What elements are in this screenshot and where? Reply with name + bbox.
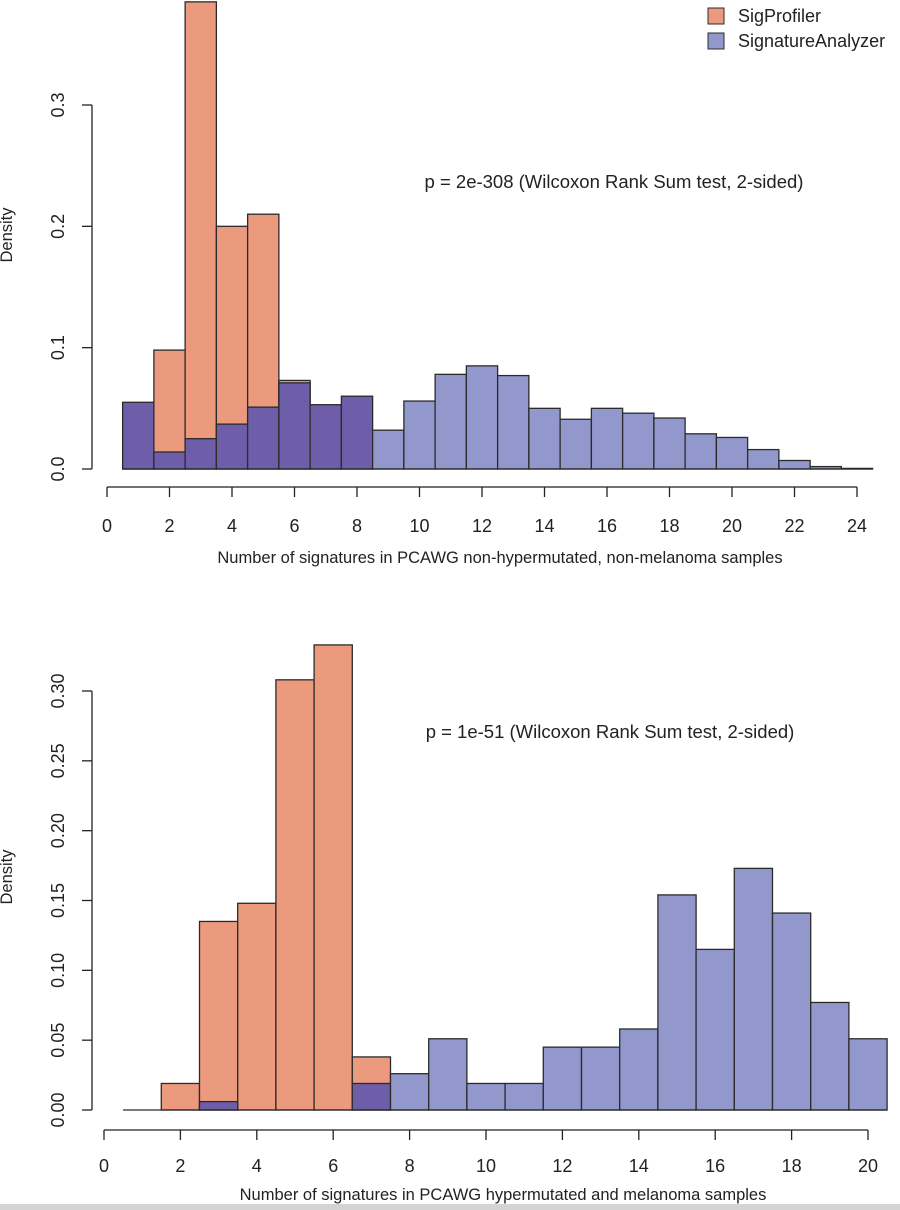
bottom-y-tick-label: 0.10 bbox=[48, 953, 68, 988]
top-y-tick-label: 0.3 bbox=[48, 92, 68, 117]
top-signatureanalyzer-bar-3 bbox=[215, 423, 249, 470]
bottom-signatureanalyzer-bar-13 bbox=[619, 1028, 659, 1111]
top-signatureanalyzer-bar-2 bbox=[184, 438, 218, 470]
bottom-signatureanalyzer-bar-6 bbox=[351, 1082, 392, 1111]
legend-label-signatureanalyzer: SignatureAnalyzer bbox=[738, 31, 885, 51]
top-signatureanalyzer-bar-13 bbox=[528, 407, 561, 470]
bottom-signatureanalyzer-bar-17 bbox=[771, 912, 812, 1111]
bottom-x-tick-label: 16 bbox=[705, 1156, 725, 1176]
top-signatureanalyzer-bar-20 bbox=[746, 448, 780, 470]
bottom-signatureanalyzer-bar-9 bbox=[466, 1082, 506, 1111]
bottom-x-tick-label: 0 bbox=[99, 1156, 109, 1176]
top-y-tick-label: 0.1 bbox=[48, 335, 68, 360]
bottom-x-tick-label: 8 bbox=[405, 1156, 415, 1176]
bottom-y-tick-label: 0.20 bbox=[48, 813, 68, 848]
top-x-tick-label: 22 bbox=[784, 516, 804, 536]
top-x-tick-label: 12 bbox=[472, 516, 492, 536]
bottom-y-tick-label: 0.00 bbox=[48, 1092, 68, 1127]
top-x-tick-label: 20 bbox=[722, 516, 742, 536]
top-signatureanalyzer-bar-9 bbox=[403, 400, 436, 470]
top-signatureanalyzer-bar-11 bbox=[465, 365, 499, 470]
top-x-tick-label: 16 bbox=[597, 516, 617, 536]
bottom-signatureanalyzer-bar-10 bbox=[504, 1082, 544, 1111]
top-x-tick-label: 18 bbox=[659, 516, 679, 536]
top-signatureanalyzer-bar-17 bbox=[653, 417, 686, 470]
top-x-tick-label: 2 bbox=[164, 516, 174, 536]
bottom-x-tick-label: 4 bbox=[252, 1156, 262, 1176]
bottom-signatureanalyzer-bar-14 bbox=[657, 894, 697, 1111]
bottom-y-tick-label: 0.30 bbox=[48, 673, 68, 708]
top-signatureanalyzer-bar-6 bbox=[309, 404, 343, 470]
bottom-y-axis-label: Density bbox=[0, 849, 16, 905]
bottom-signatureanalyzer-bar-15 bbox=[695, 948, 735, 1111]
top-x-tick-label: 4 bbox=[227, 516, 237, 536]
top-sigprofiler-bar-2 bbox=[184, 1, 218, 470]
top-y-tick-label: 0.2 bbox=[48, 214, 68, 239]
top-signatureanalyzer-bar-15 bbox=[590, 407, 624, 470]
bottom-panel: 0 2 4 6 8 10 12 14 16 18 20 Number of signatures in… bbox=[0, 644, 888, 1204]
bottom-sigprofiler-bar-2 bbox=[198, 920, 239, 1111]
bottom-signatureanalyzer-bar-2 bbox=[198, 1100, 239, 1111]
top-x-axis-label: Number of signatures in PCAWG non-hyperm… bbox=[217, 549, 782, 567]
bottom-x-tick-label: 20 bbox=[858, 1156, 878, 1176]
top-signatureanalyzer-bar-1 bbox=[153, 451, 186, 470]
top-x-tick-label: 0 bbox=[102, 516, 112, 536]
bottom-x-tick-label: 2 bbox=[175, 1156, 185, 1176]
bottom-y-tick-label: 0.05 bbox=[48, 1023, 68, 1058]
bottom-x-tick-label: 18 bbox=[782, 1156, 802, 1176]
top-sigprofiler-bar-1 bbox=[153, 349, 186, 470]
top-signatureanalyzer-bar-0 bbox=[121, 401, 155, 470]
top-x-tick-label: 6 bbox=[289, 516, 299, 536]
top-signatureanalyzer-bar-18 bbox=[684, 433, 718, 470]
bottom-x-tick-label: 14 bbox=[629, 1156, 649, 1176]
top-signatureanalyzer-bar-5 bbox=[278, 382, 311, 470]
bottom-signatureanalyzer-bar-18 bbox=[810, 1001, 850, 1111]
bottom-x-tick-label: 10 bbox=[476, 1156, 496, 1176]
bottom-signatureanalyzer-bar-16 bbox=[733, 867, 774, 1111]
bottom-sigprofiler-bar-3 bbox=[237, 902, 277, 1111]
top-y-axis-label: Density bbox=[0, 207, 16, 263]
bottom-x-axis-label: Number of signatures in PCAWG hypermutat… bbox=[240, 1186, 767, 1204]
top-x-tick-label: 14 bbox=[534, 516, 554, 536]
bottom-y-tick-label: 0.15 bbox=[48, 883, 68, 918]
bottom-sigprofiler-bar-4 bbox=[275, 679, 315, 1111]
legend-swatch-sigprofiler bbox=[707, 7, 725, 25]
bottom-signatureanalyzer-bar-11 bbox=[542, 1046, 583, 1111]
top-signatureanalyzer-bar-4 bbox=[246, 406, 280, 470]
legend-swatch-signatureanalyzer bbox=[707, 32, 725, 50]
bottom-sigprofiler-bar-1 bbox=[160, 1082, 201, 1111]
legend: SigProfiler SignatureAnalyzer bbox=[707, 6, 885, 51]
bottom-x-tick-label: 12 bbox=[552, 1156, 572, 1176]
bottom-signatureanalyzer-bar-7 bbox=[389, 1073, 430, 1111]
top-signatureanalyzer-bar-10 bbox=[434, 373, 468, 470]
top-y-tick-label: 0.0 bbox=[48, 456, 68, 481]
bottom-signatureanalyzer-bar-12 bbox=[580, 1046, 621, 1111]
top-signatureanalyzer-bar-14 bbox=[559, 418, 593, 470]
bottom-sigprofiler-bar-5 bbox=[313, 644, 353, 1111]
bottom-signatureanalyzer-bar-8 bbox=[428, 1038, 468, 1111]
top-x-tick-label: 24 bbox=[847, 516, 867, 536]
bottom-edge-strip bbox=[0, 1204, 900, 1210]
top-signatureanalyzer-bar-16 bbox=[621, 412, 655, 470]
bottom-y-tick-label: 0.25 bbox=[48, 743, 68, 778]
top-signatureanalyzer-bar-8 bbox=[371, 429, 405, 470]
top-x-tick-label: 10 bbox=[409, 516, 429, 536]
legend-label-sigprofiler: SigProfiler bbox=[738, 6, 821, 26]
top-p-value-annotation: p = 2e-308 (Wilcoxon Rank Sum test, 2-si… bbox=[425, 171, 804, 192]
bottom-x-tick-label: 6 bbox=[328, 1156, 338, 1176]
top-signatureanalyzer-bar-7 bbox=[340, 395, 374, 470]
top-x-tick-label: 8 bbox=[352, 516, 362, 536]
top-signatureanalyzer-bar-12 bbox=[496, 374, 530, 470]
bottom-p-value-annotation: p = 1e-51 (Wilcoxon Rank Sum test, 2-sid… bbox=[426, 721, 795, 742]
top-signatureanalyzer-bar-19 bbox=[715, 436, 749, 470]
top-signatureanalyzer-bar-21 bbox=[778, 459, 811, 470]
bottom-signatureanalyzer-bar-19 bbox=[848, 1038, 888, 1111]
